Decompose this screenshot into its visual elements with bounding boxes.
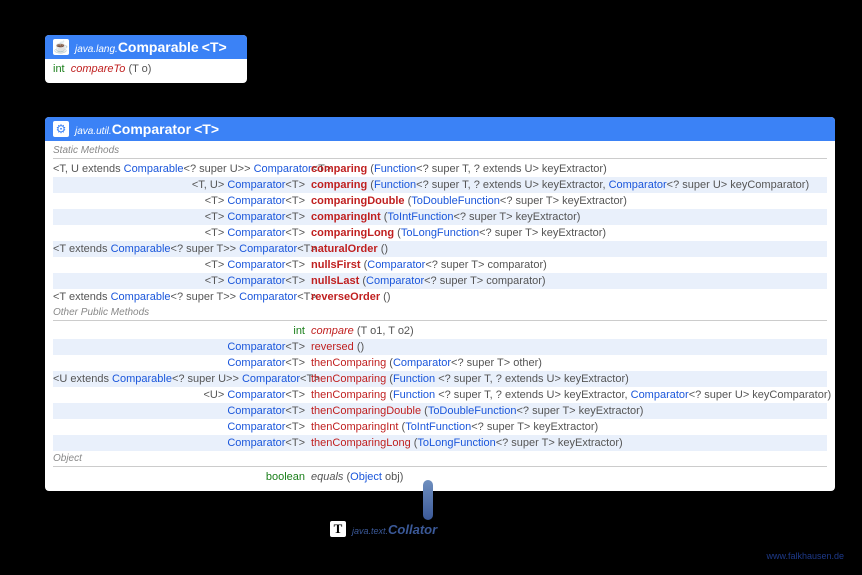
- method-row: <T> Comparator<T> comparingLong (ToLongF…: [53, 225, 827, 241]
- collator-pkg: java.text.: [352, 526, 388, 536]
- method-row: <T> Comparator<T> comparingInt (ToIntFun…: [53, 209, 827, 225]
- method-row: Comparator<T> thenComparing (Comparator<…: [53, 355, 827, 371]
- comparable-box: ☕ java.lang.Comparable <T> int compareTo…: [45, 35, 247, 83]
- method-args: (T o): [125, 61, 151, 77]
- comparable-header: ☕ java.lang.Comparable <T>: [45, 35, 247, 59]
- method-row: <T> Comparator<T> nullsFirst (Comparator…: [53, 257, 827, 273]
- method-row: <T, U> Comparator<T> comparing (Function…: [53, 177, 827, 193]
- method-row: boolean equals (Object obj): [53, 469, 827, 485]
- comparator-header: ⚙ java.util.Comparator <T>: [45, 117, 835, 141]
- method-row: Comparator<T> reversed (): [53, 339, 827, 355]
- pkg-label: java.lang.Comparable <T>: [75, 39, 227, 55]
- method-name: compareTo: [71, 61, 126, 77]
- method-row: int compare (T o1, T o2): [53, 323, 827, 339]
- comparator-content: Static Methods <T, U extends Comparable<…: [45, 141, 835, 491]
- method-row: Comparator<T> thenComparingInt (ToIntFun…: [53, 419, 827, 435]
- method-row: Comparator<T> thenComparingLong (ToLongF…: [53, 435, 827, 451]
- method-row: <T extends Comparable<? super T>> Compar…: [53, 289, 827, 305]
- return-type: int: [53, 61, 65, 77]
- pkg-label: java.util.Comparator <T>: [75, 121, 219, 137]
- comparator-box: ⚙ java.util.Comparator <T> Static Method…: [45, 117, 835, 491]
- method-row: <T> Comparator<T> comparingDouble (ToDou…: [53, 193, 827, 209]
- comparable-content: int compareTo (T o): [45, 59, 247, 83]
- gear-icon: ⚙: [53, 121, 69, 137]
- collator-cls: Collator: [388, 522, 437, 537]
- method-row: int compareTo (T o): [53, 61, 239, 77]
- footer-link[interactable]: www.falkhausen.de: [766, 551, 844, 561]
- method-row: <T, U extends Comparable<? super U>> Com…: [53, 161, 827, 177]
- section-public: Other Public Methods: [53, 305, 827, 321]
- collator-ref: T java.text.Collator: [330, 521, 437, 537]
- method-row: <T extends Comparable<? super T>> Compar…: [53, 241, 827, 257]
- text-icon: T: [330, 521, 346, 537]
- method-row: Comparator<T> thenComparingDouble (ToDou…: [53, 403, 827, 419]
- method-row: <U extends Comparable<? super U>> Compar…: [53, 371, 827, 387]
- section-static: Static Methods: [53, 143, 827, 159]
- method-row: <U> Comparator<T> thenComparing (Functio…: [53, 387, 827, 403]
- connector-line: [423, 480, 433, 520]
- coffee-icon: ☕: [53, 39, 69, 55]
- method-row: <T> Comparator<T> nullsLast (Comparator<…: [53, 273, 827, 289]
- section-object: Object: [53, 451, 827, 467]
